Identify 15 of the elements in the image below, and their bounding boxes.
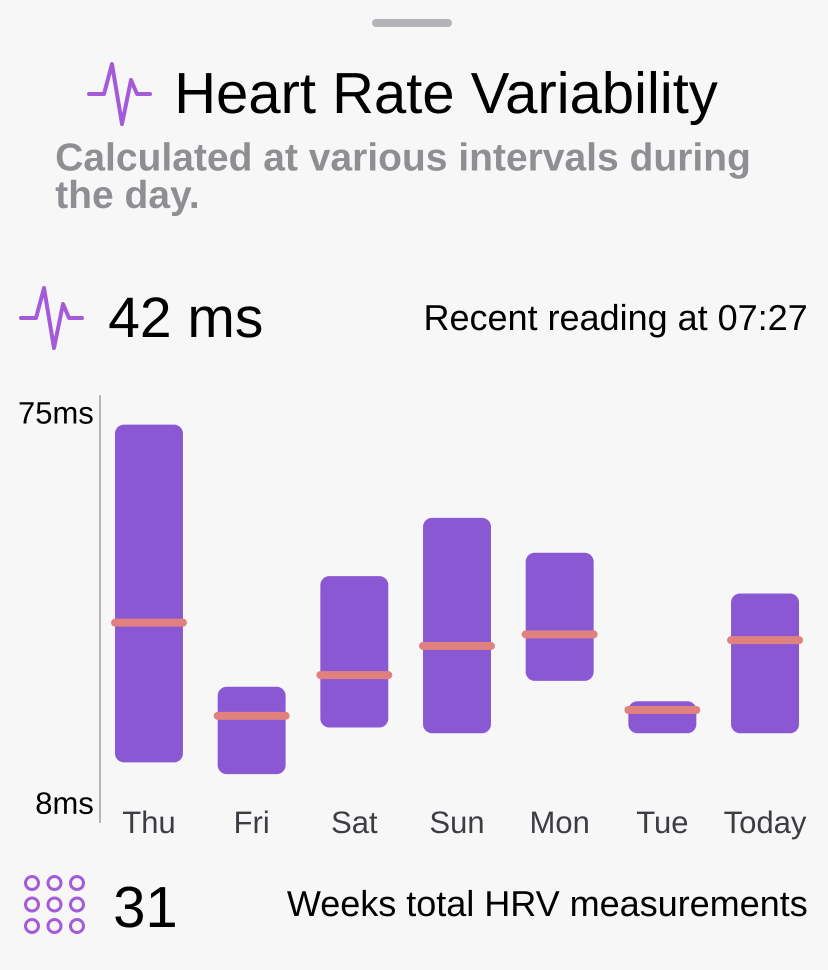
text: 31 bbox=[115, 886, 175, 928]
text: Recent reading at 07:27 bbox=[426, 304, 806, 338]
x-tick-label: Mon bbox=[532, 812, 588, 834]
chart-title: Heart Rate Variability bbox=[178, 70, 718, 126]
x-tick-label: Sat bbox=[332, 811, 378, 834]
x-tick-label: Today bbox=[724, 810, 806, 840]
chart-subtitle: Calculated at various intervals during the day. bbox=[56, 142, 748, 216]
y-tick-label: 75ms bbox=[20, 402, 93, 424]
x-tick-label: Sun bbox=[430, 811, 483, 834]
text: Weeks total HRV measurements bbox=[287, 890, 806, 916]
x-tick-label: Thu bbox=[122, 810, 174, 834]
x-tick-label: Tue bbox=[636, 812, 688, 834]
y-tick-label: 8ms bbox=[36, 792, 93, 814]
text: 42 ms bbox=[110, 297, 262, 338]
x-tick-label: Fri bbox=[236, 810, 268, 833]
